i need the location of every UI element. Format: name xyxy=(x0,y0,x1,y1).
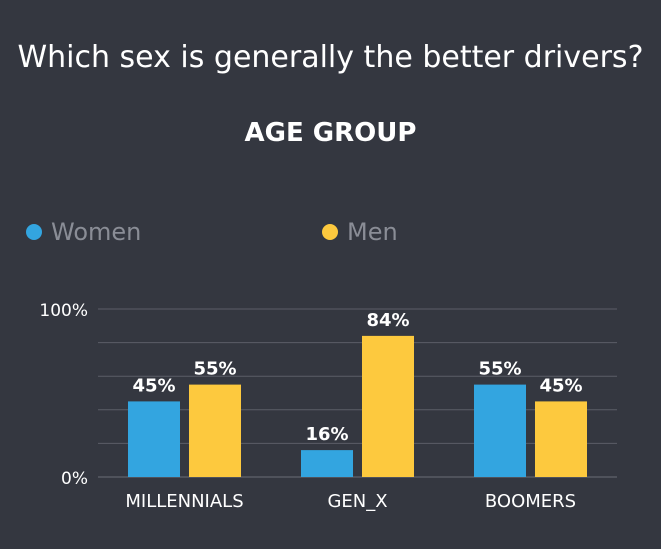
data-label-women-gen_x: 16% xyxy=(305,424,348,445)
legend-label-women: Women xyxy=(51,218,142,246)
bar-men-boomers[interactable] xyxy=(535,401,587,477)
bars-group: 45% 55% 16% 84% 55% 45% xyxy=(128,310,587,477)
bar-women-boomers[interactable] xyxy=(474,384,526,477)
bar-women-millennials[interactable] xyxy=(128,401,180,477)
category-label-millennials: MILLENNIALS xyxy=(125,491,243,512)
data-label-men-gen_x: 84% xyxy=(366,310,409,331)
chart-title: Which sex is generally the better driver… xyxy=(17,40,644,75)
data-label-men-boomers: 45% xyxy=(539,375,582,396)
bar-women-gen_x[interactable] xyxy=(301,450,353,477)
data-label-women-boomers: 55% xyxy=(478,359,521,380)
legend-item-women[interactable]: Women xyxy=(26,218,141,246)
legend-swatch-men xyxy=(322,224,338,240)
bar-men-millennials[interactable] xyxy=(189,384,241,477)
legend-item-men[interactable]: Men xyxy=(322,218,398,246)
gridlines xyxy=(98,308,617,478)
chart-subtitle: AGE GROUP xyxy=(244,118,417,148)
data-label-women-millennials: 45% xyxy=(132,375,175,396)
y-tick-label-100: 100% xyxy=(39,301,88,321)
y-tick-label-0: 0% xyxy=(61,469,88,489)
category-label-boomers: BOOMERS xyxy=(485,491,576,512)
bar-men-gen_x[interactable] xyxy=(362,335,414,477)
legend-swatch-women xyxy=(26,224,42,240)
category-labels: MILLENNIALS GEN_X BOOMERS xyxy=(125,491,576,512)
legend-label-men: Men xyxy=(347,218,398,246)
data-label-men-millennials: 55% xyxy=(193,359,236,380)
category-label-gen_x: GEN_X xyxy=(327,491,387,512)
